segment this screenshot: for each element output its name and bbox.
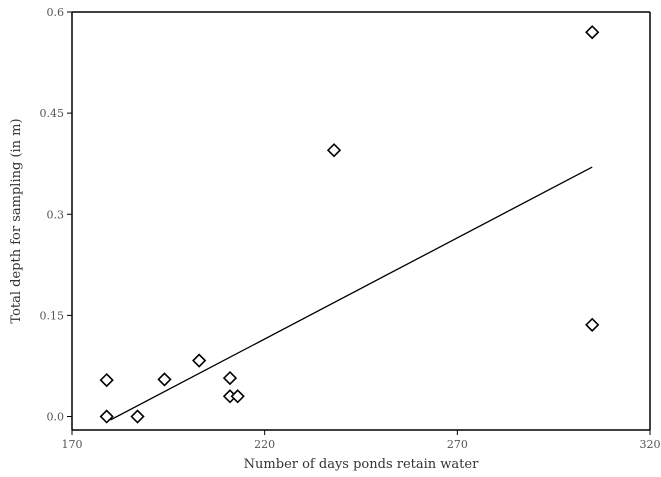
x-tick-label: 320 bbox=[640, 438, 661, 451]
plot-frame bbox=[71, 11, 651, 431]
x-tick-label: 220 bbox=[254, 438, 275, 451]
x-axis-title: Number of days ponds retain water bbox=[244, 457, 479, 472]
data-point bbox=[585, 317, 600, 332]
y-tick-label: 0.0 bbox=[47, 411, 65, 424]
data-point bbox=[99, 372, 114, 388]
y-axis-ticks: 0.0 0.15 0.3 0.45 0.6 bbox=[40, 6, 72, 424]
data-point bbox=[222, 370, 238, 386]
data-point bbox=[99, 409, 114, 424]
trend-line bbox=[110, 166, 593, 421]
data-point bbox=[585, 25, 600, 40]
data-point bbox=[192, 353, 207, 368]
y-tick-label: 0.15 bbox=[40, 309, 65, 322]
x-axis-ticks: 170 220 270 320 bbox=[62, 430, 661, 451]
data-points bbox=[99, 25, 600, 424]
data-point bbox=[130, 409, 145, 424]
data-point bbox=[326, 143, 342, 158]
y-tick-label: 0.45 bbox=[40, 107, 65, 120]
data-point bbox=[230, 389, 245, 404]
data-point bbox=[157, 372, 172, 387]
y-tick-label: 0.6 bbox=[47, 6, 65, 19]
y-axis-title: Total depth for sampling (in m) bbox=[9, 118, 24, 323]
x-tick-label: 270 bbox=[447, 438, 468, 451]
x-tick-label: 170 bbox=[62, 438, 83, 451]
y-tick-label: 0.3 bbox=[47, 208, 65, 221]
